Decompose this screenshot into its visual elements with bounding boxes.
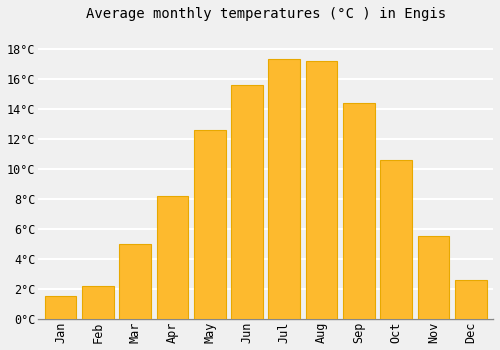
- Bar: [44, 296, 76, 319]
- Bar: [194, 130, 226, 319]
- Bar: [455, 280, 486, 319]
- Bar: [268, 59, 300, 319]
- Title: Average monthly temperatures (°C ) in Engis: Average monthly temperatures (°C ) in En…: [86, 7, 446, 21]
- Bar: [120, 244, 151, 319]
- Bar: [306, 61, 338, 319]
- Bar: [156, 196, 188, 319]
- Bar: [82, 286, 114, 319]
- Bar: [418, 236, 449, 319]
- Bar: [231, 85, 263, 319]
- Bar: [343, 103, 374, 319]
- Bar: [380, 160, 412, 319]
